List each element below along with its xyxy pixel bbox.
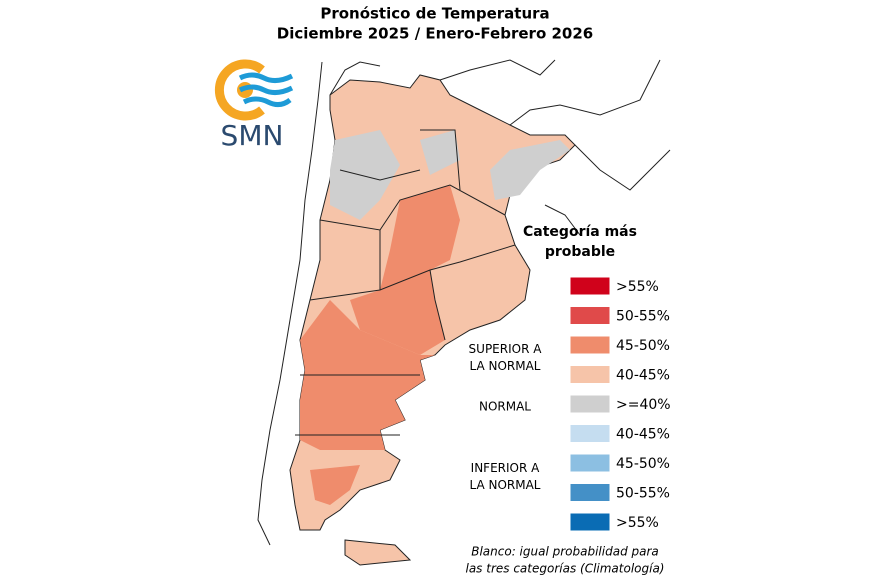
group-label: NORMAL (479, 400, 531, 414)
group-label: LA NORMAL (470, 359, 541, 373)
region-normal (420, 130, 460, 175)
legend-swatch (569, 335, 611, 355)
legend-label: 45-50% (616, 338, 670, 354)
legend-title: probable (545, 244, 615, 260)
footnote: las tres categorías (Climatología) (465, 562, 664, 576)
legend-label: >55% (616, 515, 659, 531)
map (289, 74, 576, 566)
legend-swatch (569, 394, 611, 414)
legend: >55% 50-55% 45-50% 40-45% >=40% 40-45% 45-50% 5… (569, 276, 671, 532)
title: Pronóstico de Temperatura (320, 5, 549, 23)
region-normal (330, 130, 400, 220)
legend-swatch (569, 276, 611, 296)
legend-groups: SUPERIOR A LA NORMAL NORMAL INFERIOR A LA NO… (469, 342, 543, 492)
logo: SMN (214, 59, 294, 152)
legend-swatch (569, 365, 611, 384)
region-45-50 (310, 465, 360, 505)
legend-label: >55% (616, 279, 659, 295)
logo-text: SMN (221, 119, 284, 152)
group-label: SUPERIOR A (469, 342, 543, 356)
region-45-50 (350, 185, 460, 355)
province-borders (295, 129, 516, 436)
footnote: Blanco: igual probabilidad para (471, 545, 659, 559)
group-label: LA NORMAL (470, 478, 541, 492)
region-normal (490, 140, 570, 200)
legend-swatch (569, 453, 611, 473)
legend-label: 45-50% (616, 456, 670, 472)
island (344, 539, 412, 566)
legend-label: >=40% (616, 397, 671, 413)
title: Diciembre 2025 / Enero-Febrero 2026 (277, 25, 593, 43)
legend-label: 50-55% (616, 309, 670, 325)
legend-label: 40-45% (616, 427, 670, 443)
legend-swatch (569, 306, 611, 325)
legend-label: 40-45% (616, 368, 670, 384)
group-label: INFERIOR A (471, 461, 540, 475)
country-borders (257, 59, 671, 546)
legend-title: Categoría más (523, 224, 637, 240)
legend-swatch (569, 512, 611, 532)
legend-swatch (569, 424, 611, 443)
legend-label: 50-55% (616, 486, 670, 502)
legend-swatch (569, 483, 611, 502)
